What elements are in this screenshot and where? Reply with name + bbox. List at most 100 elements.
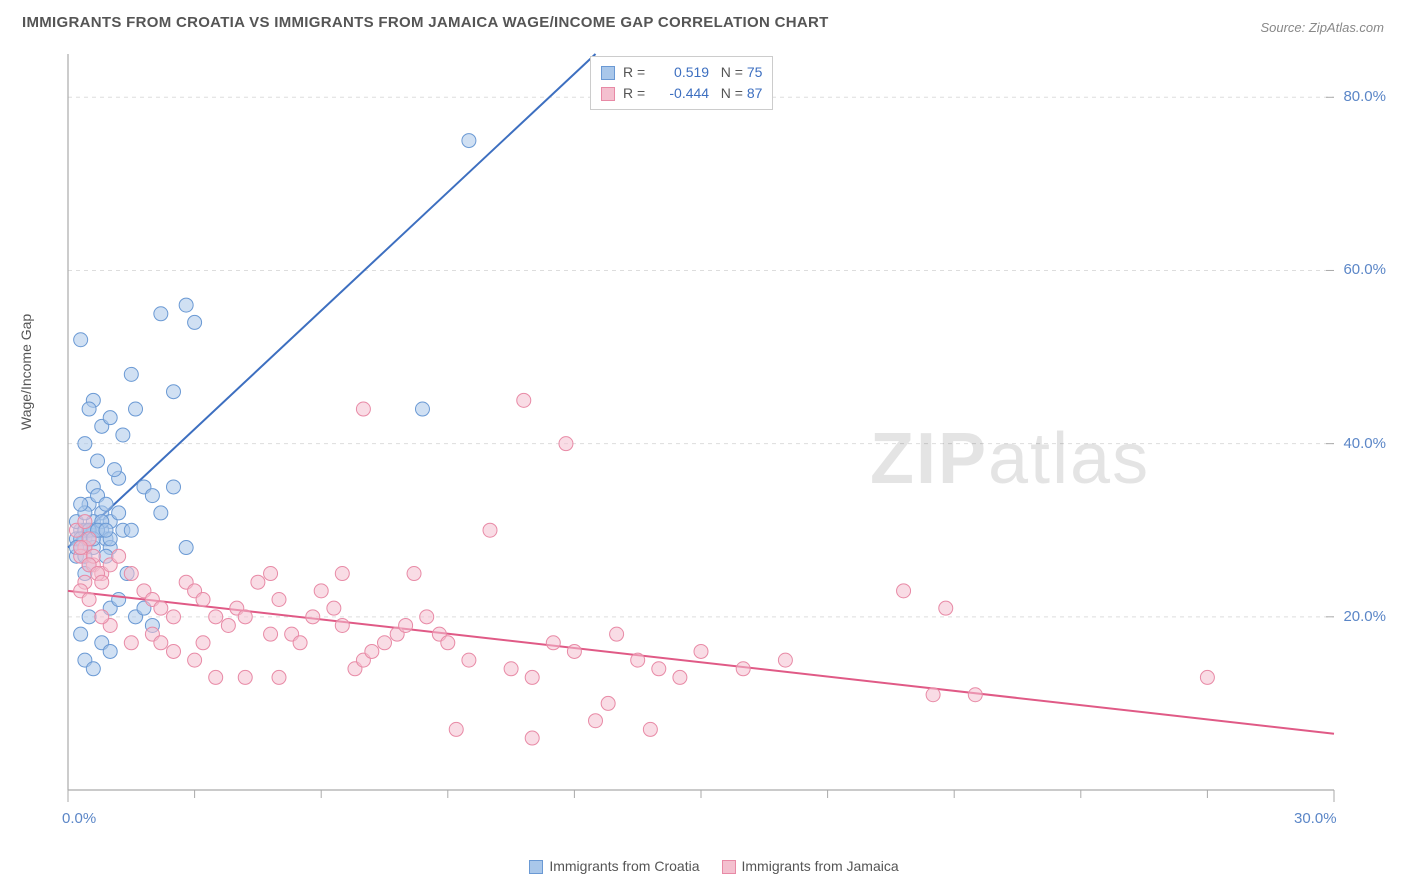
stats-r-label: R = xyxy=(623,85,649,101)
chart-title: IMMIGRANTS FROM CROATIA VS IMMIGRANTS FR… xyxy=(22,14,829,31)
data-point xyxy=(610,627,624,641)
data-point xyxy=(462,653,476,667)
data-point xyxy=(112,506,126,520)
stats-r-value: 0.519 xyxy=(649,62,709,83)
data-point xyxy=(926,688,940,702)
y-tick-label: 60.0% xyxy=(1326,261,1386,278)
data-point xyxy=(154,601,168,615)
stats-n-value: 75 xyxy=(747,62,763,83)
data-point xyxy=(378,636,392,650)
data-point xyxy=(116,428,130,442)
data-point xyxy=(91,454,105,468)
data-point xyxy=(293,636,307,650)
data-point xyxy=(124,636,138,650)
data-point xyxy=(589,714,603,728)
y-axis-label: Wage/Income Gap xyxy=(18,314,34,430)
stats-r-label: R = xyxy=(623,64,649,80)
stats-n-label: N = xyxy=(721,85,747,101)
data-point xyxy=(78,515,92,529)
data-point xyxy=(82,610,96,624)
plot-area: R = 0.519 N = 75R = -0.444 N = 87 ZIPatl… xyxy=(60,48,1340,808)
data-point xyxy=(124,523,138,537)
data-point xyxy=(449,722,463,736)
data-point xyxy=(124,367,138,381)
data-point xyxy=(652,662,666,676)
data-point xyxy=(238,670,252,684)
stats-row: R = -0.444 N = 87 xyxy=(601,83,762,104)
data-point xyxy=(601,696,615,710)
data-point xyxy=(179,541,193,555)
data-point xyxy=(365,644,379,658)
data-point xyxy=(517,393,531,407)
data-point xyxy=(107,463,121,477)
y-tick-label: 40.0% xyxy=(1326,435,1386,452)
legend-label: Immigrants from Jamaica xyxy=(742,858,899,874)
data-point xyxy=(314,584,328,598)
data-point xyxy=(462,134,476,148)
data-point xyxy=(74,497,88,511)
data-point xyxy=(196,593,210,607)
data-point xyxy=(264,567,278,581)
data-point xyxy=(356,402,370,416)
data-point xyxy=(112,549,126,563)
trend-line xyxy=(68,54,596,548)
stats-row: R = 0.519 N = 75 xyxy=(601,62,762,83)
data-point xyxy=(335,618,349,632)
stats-r-value: -0.444 xyxy=(649,83,709,104)
data-point xyxy=(546,636,560,650)
data-point xyxy=(525,670,539,684)
data-point xyxy=(778,653,792,667)
data-point xyxy=(154,307,168,321)
data-point xyxy=(736,662,750,676)
source-name: ZipAtlas.com xyxy=(1309,20,1384,35)
data-point xyxy=(145,489,159,503)
data-point xyxy=(99,523,113,537)
data-point xyxy=(179,298,193,312)
data-point xyxy=(129,402,143,416)
data-point xyxy=(74,333,88,347)
data-point xyxy=(643,722,657,736)
data-point xyxy=(694,644,708,658)
stats-swatch xyxy=(601,87,615,101)
legend-items: Immigrants from CroatiaImmigrants from J… xyxy=(507,858,898,874)
y-tick-label: 20.0% xyxy=(1326,608,1386,625)
stats-n-label: N = xyxy=(721,64,747,80)
data-point xyxy=(504,662,518,676)
data-point xyxy=(251,575,265,589)
data-point xyxy=(1200,670,1214,684)
data-point xyxy=(559,437,573,451)
data-point xyxy=(673,670,687,684)
data-point xyxy=(103,411,117,425)
x-tick-label: 0.0% xyxy=(62,810,96,827)
data-point xyxy=(103,644,117,658)
source-label: Source: xyxy=(1260,20,1308,35)
x-tick-label: 30.0% xyxy=(1294,810,1337,827)
legend-swatch xyxy=(722,860,736,874)
data-point xyxy=(99,497,113,511)
data-point xyxy=(306,610,320,624)
data-point xyxy=(124,567,138,581)
data-point xyxy=(441,636,455,650)
data-point xyxy=(82,402,96,416)
chart-container: IMMIGRANTS FROM CROATIA VS IMMIGRANTS FR… xyxy=(0,0,1406,892)
data-point xyxy=(95,610,109,624)
y-tick-label: 80.0% xyxy=(1326,88,1386,105)
data-point xyxy=(95,575,109,589)
data-point xyxy=(188,315,202,329)
stats-swatch xyxy=(601,66,615,80)
data-point xyxy=(264,627,278,641)
chart-svg xyxy=(60,48,1340,808)
data-point xyxy=(154,506,168,520)
data-point xyxy=(327,601,341,615)
source-attribution: Source: ZipAtlas.com xyxy=(1260,20,1384,35)
data-point xyxy=(939,601,953,615)
data-point xyxy=(112,593,126,607)
data-point xyxy=(167,385,181,399)
data-point xyxy=(567,644,581,658)
data-point xyxy=(188,653,202,667)
data-point xyxy=(78,437,92,451)
data-point xyxy=(74,541,88,555)
data-point xyxy=(483,523,497,537)
data-point xyxy=(167,610,181,624)
stats-n-value: 87 xyxy=(747,83,763,104)
